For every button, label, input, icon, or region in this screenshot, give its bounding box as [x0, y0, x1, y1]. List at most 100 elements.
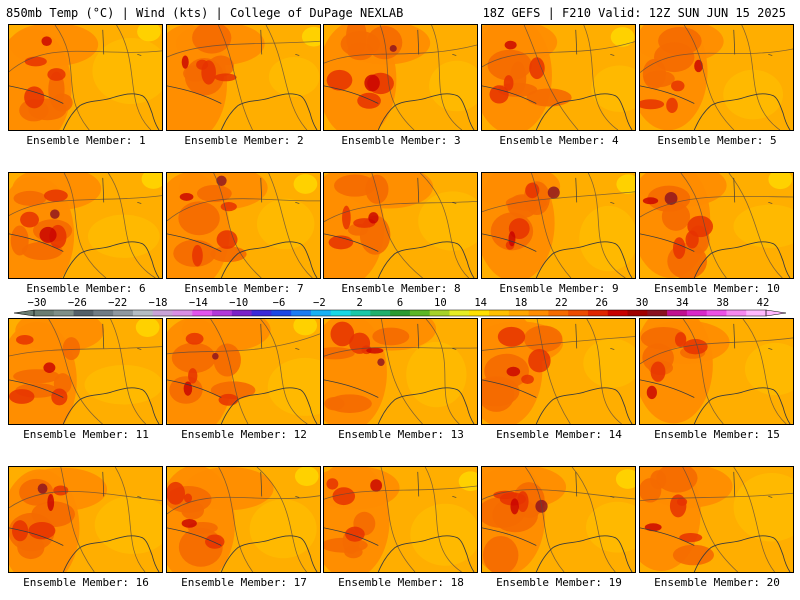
- ensemble-member-label: Ensemble Member: 9: [499, 282, 619, 295]
- colorbar-swatch: [231, 310, 253, 316]
- ensemble-map-panel: [639, 24, 794, 131]
- temperature-field-map: [482, 173, 635, 278]
- colorbar-tick-label: 14: [474, 297, 487, 309]
- ensemble-member-label: Ensemble Member: 16: [23, 576, 149, 589]
- colorbar-tick-label: −10: [229, 297, 248, 309]
- ensemble-member-label: Ensemble Member: 7: [184, 282, 304, 295]
- ensemble-map-panel: [8, 24, 163, 131]
- colorbar-swatch: [587, 310, 609, 316]
- colorbar-swatch: [706, 310, 727, 316]
- temperature-field-map: [324, 173, 477, 278]
- ensemble-map-panel: [481, 466, 636, 573]
- ensemble-map-panel: [323, 466, 478, 573]
- colorbar-swatch: [192, 310, 213, 316]
- colorbar-swatch: [370, 310, 391, 316]
- ensemble-map-panel: [323, 172, 478, 279]
- colorbar-swatch: [429, 310, 450, 316]
- temperature-field-map: [640, 319, 793, 424]
- temperature-field-map: [324, 467, 477, 572]
- colorbar-tick-label: 42: [757, 297, 770, 309]
- colorbar-swatch: [172, 310, 193, 316]
- colorbar-swatch: [627, 310, 648, 316]
- ensemble-member-label: Ensemble Member: 5: [657, 134, 777, 147]
- temperature-field-map: [9, 25, 162, 130]
- ensemble-map-panel: [166, 172, 321, 279]
- ensemble-member-label: Ensemble Member: 13: [338, 428, 464, 441]
- ensemble-map-panel: [481, 172, 636, 279]
- temperature-field-map: [9, 319, 162, 424]
- temperature-field-map: [9, 467, 162, 572]
- ensemble-member-label: Ensemble Member: 4: [499, 134, 619, 147]
- colorbar-swatch: [53, 310, 74, 316]
- ensemble-member-label: Ensemble Member: 17: [181, 576, 307, 589]
- colorbar-swatch: [330, 310, 351, 316]
- ensemble-member-label: Ensemble Member: 11: [23, 428, 149, 441]
- temperature-field-map: [167, 467, 320, 572]
- ensemble-map-panel: [8, 466, 163, 573]
- colorbar-tick-label: −26: [68, 297, 87, 309]
- temperature-field-map: [167, 25, 320, 130]
- colorbar-swatch: [449, 310, 470, 316]
- ensemble-member-label: Ensemble Member: 1: [26, 134, 146, 147]
- colorbar-swatch: [390, 310, 411, 316]
- colorbar-right-arrow: [765, 309, 786, 317]
- temperature-field-map: [482, 467, 635, 572]
- colorbar-tick-label: 18: [515, 297, 528, 309]
- ensemble-map-panel: [166, 466, 321, 573]
- temperature-field-map: [640, 25, 793, 130]
- colorbar-swatch: [489, 310, 510, 316]
- ensemble-map-panel: [323, 24, 478, 131]
- colorbar-swatch: [34, 310, 55, 316]
- colorbar-swatch: [93, 310, 114, 316]
- ensemble-member-label: Ensemble Member: 6: [26, 282, 146, 295]
- colorbar-tick-label: −2: [313, 297, 326, 309]
- ensemble-member-label: Ensemble Member: 20: [654, 576, 780, 589]
- colorbar-tick-label: −6: [273, 297, 286, 309]
- ensemble-map-panel: [166, 24, 321, 131]
- ensemble-member-label: Ensemble Member: 3: [341, 134, 461, 147]
- colorbar-swatch: [647, 310, 668, 316]
- temperature-field-map: [482, 25, 635, 130]
- colorbar-left-arrow: [14, 309, 35, 317]
- colorbar-tick-label: 34: [676, 297, 689, 309]
- colorbar-swatch: [113, 310, 134, 316]
- colorbar-swatch: [152, 310, 173, 316]
- colorbar-swatch: [528, 310, 549, 316]
- colorbar-tick-label: 6: [397, 297, 403, 309]
- temperature-field-map: [324, 25, 477, 130]
- ensemble-map-panel: [639, 318, 794, 425]
- colorbar-swatch: [350, 310, 371, 316]
- colorbar-tick-label: 10: [434, 297, 447, 309]
- ensemble-member-label: Ensemble Member: 10: [654, 282, 780, 295]
- ensemble-map-panel: [639, 172, 794, 279]
- ensemble-member-label: Ensemble Member: 2: [184, 134, 304, 147]
- colorbar-swatch: [271, 310, 292, 316]
- colorbar-swatch: [291, 310, 312, 316]
- colorbar-tick-label: 22: [555, 297, 568, 309]
- temperature-field-map: [167, 173, 320, 278]
- colorbar-swatch: [607, 310, 628, 316]
- colorbar-swatch: [568, 310, 589, 316]
- ensemble-member-label: Ensemble Member: 8: [341, 282, 461, 295]
- temperature-colorbar: −30 −26 −22 −18 −14 −10 −6 −2 2 6 10 14 18 22 26 30 34 38…: [14, 297, 786, 317]
- ensemble-member-label: Ensemble Member: 14: [496, 428, 622, 441]
- colorbar-tick-label: 38: [716, 297, 729, 309]
- ensemble-map-panel: [8, 318, 163, 425]
- ensemble-member-label: Ensemble Member: 15: [654, 428, 780, 441]
- colorbar-swatch: [667, 310, 688, 316]
- temperature-field-map: [640, 467, 793, 572]
- ensemble-member-label: Ensemble Member: 12: [181, 428, 307, 441]
- map-title: 850mb Temp (°C) | Wind (kts) | College o…: [6, 6, 404, 20]
- colorbar-tick-label: −30: [28, 297, 47, 309]
- colorbar-swatch: [132, 310, 154, 316]
- temperature-field-map: [9, 173, 162, 278]
- colorbar-swatch: [746, 310, 767, 316]
- colorbar-swatch: [310, 310, 332, 316]
- colorbar-swatch: [469, 310, 490, 316]
- colorbar-tick-label: 30: [636, 297, 649, 309]
- colorbar-tick-label: 2: [357, 297, 363, 309]
- colorbar-swatch: [251, 310, 272, 316]
- temperature-field-map: [640, 173, 793, 278]
- ensemble-map-panel: [481, 24, 636, 131]
- colorbar-swatch: [73, 310, 94, 316]
